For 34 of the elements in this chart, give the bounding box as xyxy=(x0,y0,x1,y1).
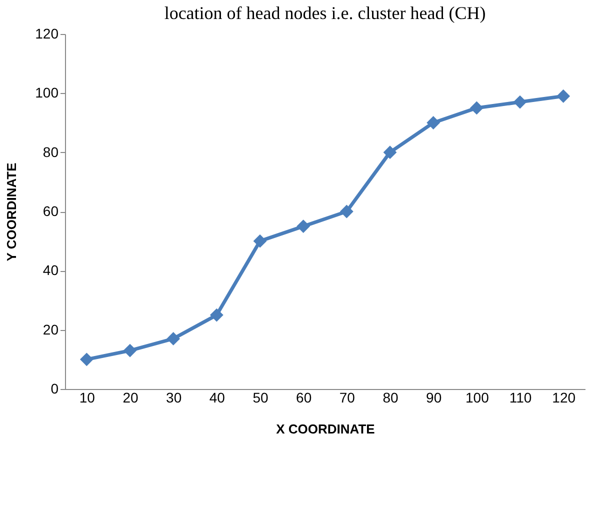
x-tick-label: 50 xyxy=(252,390,268,406)
y-tick-label: 100 xyxy=(35,84,59,101)
y-tick-label: 120 xyxy=(35,26,59,42)
point xyxy=(296,220,310,233)
x-axis-title: X COORDINATE xyxy=(276,422,376,436)
x-tick-label: 10 xyxy=(79,390,96,406)
x-tick-label: 30 xyxy=(166,390,182,406)
x-tick-label: 120 xyxy=(552,390,576,406)
x-tick-label: 70 xyxy=(339,390,356,406)
point xyxy=(80,352,94,366)
point xyxy=(513,95,527,109)
y-tick-label: 20 xyxy=(42,321,59,338)
x-tick-label: 90 xyxy=(426,390,442,406)
y-axis-title: Y COORDINATE xyxy=(4,162,20,262)
x-tick-label: 110 xyxy=(509,390,532,406)
x-tick-label: 60 xyxy=(296,390,312,406)
x-tick-label: 100 xyxy=(465,390,490,406)
point xyxy=(166,332,180,346)
y-tick-label: 40 xyxy=(42,262,59,278)
chart-title: location of head nodes i.e. cluster head (CH) xyxy=(164,3,486,23)
point xyxy=(383,146,397,160)
y-tick-label: 0 xyxy=(50,380,59,396)
point xyxy=(340,204,354,218)
x-tick-label: 80 xyxy=(382,390,398,406)
point xyxy=(123,344,137,358)
point xyxy=(253,234,267,248)
y-tick-label: 60 xyxy=(42,203,59,219)
point xyxy=(556,89,570,103)
point xyxy=(426,116,440,130)
x-tick-label: 40 xyxy=(209,390,226,406)
x-tick-label: 20 xyxy=(122,390,138,406)
y-tick-label: 80 xyxy=(42,144,59,160)
point xyxy=(470,101,484,115)
point xyxy=(210,308,224,322)
